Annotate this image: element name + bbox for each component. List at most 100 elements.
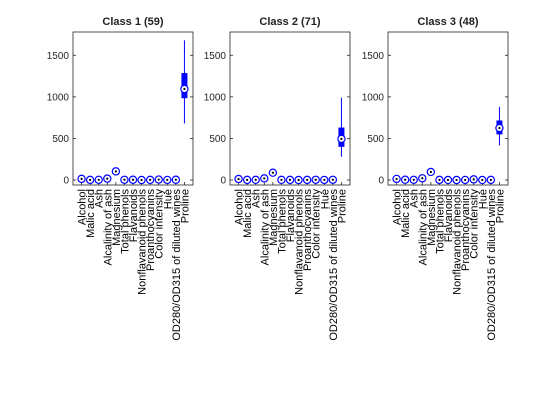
y-tick-label: 1000: [204, 92, 227, 103]
x-category-label: Nonflavanoid phenols: [137, 189, 149, 295]
box-7: [285, 175, 295, 185]
box-1: [234, 174, 243, 184]
box-5: [268, 168, 278, 177]
box-7: [128, 175, 138, 184]
x-category-label: Flavanoids: [443, 189, 455, 243]
x-category-label: Color intensity: [469, 189, 481, 259]
box-9: [145, 175, 155, 185]
box-4: [260, 174, 269, 183]
chart-title: Class 3 (48): [417, 16, 478, 28]
box-6: [277, 175, 286, 185]
box-3: [94, 175, 103, 185]
median-dot: [271, 171, 274, 174]
box-5: [111, 167, 121, 176]
median-dot: [314, 178, 317, 181]
median-dot: [254, 178, 257, 181]
box-12: [171, 175, 181, 184]
box-8: [137, 175, 146, 185]
median-dot: [123, 178, 126, 181]
box-1: [77, 174, 86, 184]
median-dot: [446, 178, 450, 182]
median-dot: [106, 177, 109, 180]
x-category-label: Proline: [336, 189, 348, 223]
x-category-label: Total phenols: [119, 189, 131, 254]
box-13: [495, 106, 504, 146]
y-tick-label: 1500: [47, 51, 70, 62]
median-dot: [323, 178, 326, 182]
median-dot: [481, 178, 484, 182]
median-dot: [429, 170, 432, 174]
x-category-label: Alcalinity of ash: [417, 189, 429, 265]
box-11: [478, 175, 487, 185]
box-13: [337, 97, 346, 157]
median-dot: [80, 177, 83, 180]
median-dot: [412, 178, 415, 181]
median-dot: [280, 178, 283, 181]
median-dot: [149, 178, 152, 181]
plot-area: [72, 31, 194, 186]
median-dot: [174, 178, 177, 181]
box-3: [409, 175, 418, 185]
x-category-label: Hue: [477, 189, 489, 209]
median-dot: [140, 178, 143, 182]
box-10: [469, 175, 478, 184]
box-11: [320, 175, 329, 185]
box-10: [311, 175, 320, 184]
median-dot: [404, 178, 407, 181]
median-dot: [472, 178, 475, 181]
x-category-label: Alcalinity of ash: [102, 189, 114, 265]
median-dot: [438, 178, 441, 181]
median-dot: [306, 178, 309, 181]
x-category-label: Proline: [179, 189, 191, 223]
x-category-label: Flavanoids: [128, 189, 140, 243]
median-dot: [498, 126, 501, 130]
median-dot: [97, 178, 100, 181]
box-4: [418, 174, 427, 183]
box-8: [452, 175, 461, 185]
box-5: [426, 167, 436, 177]
box-8: [294, 175, 303, 185]
x-category-label: Nonflavanoid phenols: [452, 189, 464, 295]
x-category-label: Ash: [409, 189, 421, 208]
median-dot: [157, 178, 160, 181]
x-category-label: OD280/OD315 of diluted wines: [171, 189, 183, 341]
chart-title: Class 2 (71): [259, 16, 320, 28]
box-9: [460, 175, 470, 185]
box-6: [120, 175, 129, 184]
y-tick-label: 0: [63, 176, 69, 187]
y-tick-label: 1000: [47, 92, 70, 103]
median-dot: [183, 87, 186, 91]
x-category-label: Color intensity: [311, 189, 323, 259]
x-category-label: Hue: [319, 189, 331, 209]
x-category-label: Flavanoids: [285, 189, 297, 243]
box-11: [163, 175, 172, 185]
box-10: [154, 175, 163, 184]
x-category-label: Alcohol: [77, 189, 89, 225]
x-category-label: Alcohol: [234, 189, 246, 225]
x-category-label: Hue: [162, 189, 174, 209]
box-6: [435, 175, 444, 185]
x-category-label: Proanthocyanins: [145, 189, 157, 271]
chart-title: Class 1 (59): [102, 16, 163, 28]
x-category-label: Magnesium: [426, 189, 438, 246]
y-tick-label: 1500: [204, 51, 227, 62]
y-tick-label: 0: [378, 176, 384, 187]
x-category-label: Color intensity: [154, 189, 166, 259]
median-dot: [237, 177, 240, 181]
box-2: [400, 175, 410, 184]
x-category-label: Proanthocyanins: [460, 189, 472, 271]
x-category-label: Nonflavanoid phenols: [294, 189, 306, 295]
x-category-label: Alcalinity of ash: [259, 189, 271, 265]
median-dot: [166, 178, 169, 182]
box-12: [486, 175, 496, 185]
y-tick-label: 1000: [362, 92, 385, 103]
box-2: [85, 175, 95, 185]
x-category-label: Total phenols: [434, 189, 446, 254]
box-3: [251, 175, 260, 185]
median-dot: [114, 170, 117, 173]
x-category-label: Malic acid: [242, 189, 254, 238]
x-category-label: OD280/OD315 of diluted wines: [486, 189, 498, 341]
box-13: [180, 40, 189, 124]
